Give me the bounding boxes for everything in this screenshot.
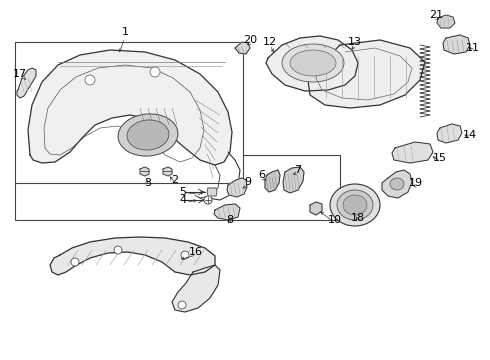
- Text: 11: 11: [466, 43, 480, 53]
- Polygon shape: [17, 68, 36, 98]
- Ellipse shape: [390, 178, 404, 190]
- Ellipse shape: [330, 184, 380, 226]
- Polygon shape: [227, 178, 247, 197]
- Ellipse shape: [282, 44, 344, 82]
- Text: 9: 9: [245, 177, 251, 187]
- Text: 17: 17: [13, 69, 27, 79]
- Ellipse shape: [127, 120, 169, 150]
- Polygon shape: [163, 167, 172, 176]
- Text: 6: 6: [259, 170, 266, 180]
- Text: 1: 1: [122, 27, 128, 37]
- Polygon shape: [392, 142, 433, 163]
- Text: 8: 8: [226, 215, 234, 225]
- Text: 18: 18: [351, 213, 365, 223]
- Polygon shape: [214, 204, 240, 220]
- Text: 2: 2: [172, 175, 178, 185]
- Text: 10: 10: [328, 215, 342, 225]
- Polygon shape: [382, 170, 412, 198]
- Text: 3: 3: [145, 178, 151, 188]
- Ellipse shape: [290, 50, 336, 76]
- Text: 5: 5: [179, 187, 187, 197]
- Ellipse shape: [337, 190, 373, 220]
- Circle shape: [204, 196, 212, 204]
- Text: 16: 16: [189, 247, 203, 257]
- Polygon shape: [283, 167, 304, 193]
- Polygon shape: [50, 237, 215, 275]
- Text: 4: 4: [179, 195, 187, 205]
- Polygon shape: [265, 170, 280, 192]
- Circle shape: [178, 301, 186, 309]
- Polygon shape: [207, 188, 217, 196]
- Polygon shape: [140, 167, 149, 176]
- Circle shape: [114, 246, 122, 254]
- Polygon shape: [172, 265, 220, 312]
- Polygon shape: [266, 36, 358, 91]
- Text: 12: 12: [263, 37, 277, 47]
- Text: 15: 15: [433, 153, 447, 163]
- Polygon shape: [308, 40, 425, 108]
- Polygon shape: [437, 15, 455, 28]
- Circle shape: [71, 258, 79, 266]
- Circle shape: [181, 251, 189, 259]
- Circle shape: [150, 67, 160, 77]
- Ellipse shape: [343, 195, 367, 215]
- Text: 20: 20: [243, 35, 257, 45]
- Text: 13: 13: [348, 37, 362, 47]
- Circle shape: [85, 75, 95, 85]
- Polygon shape: [28, 50, 232, 165]
- Polygon shape: [310, 202, 322, 215]
- Polygon shape: [443, 35, 470, 54]
- Text: 19: 19: [409, 178, 423, 188]
- Text: 21: 21: [429, 10, 443, 20]
- Ellipse shape: [118, 114, 178, 156]
- Polygon shape: [235, 42, 250, 54]
- Text: 14: 14: [463, 130, 477, 140]
- Text: 7: 7: [294, 165, 301, 175]
- Polygon shape: [437, 124, 462, 143]
